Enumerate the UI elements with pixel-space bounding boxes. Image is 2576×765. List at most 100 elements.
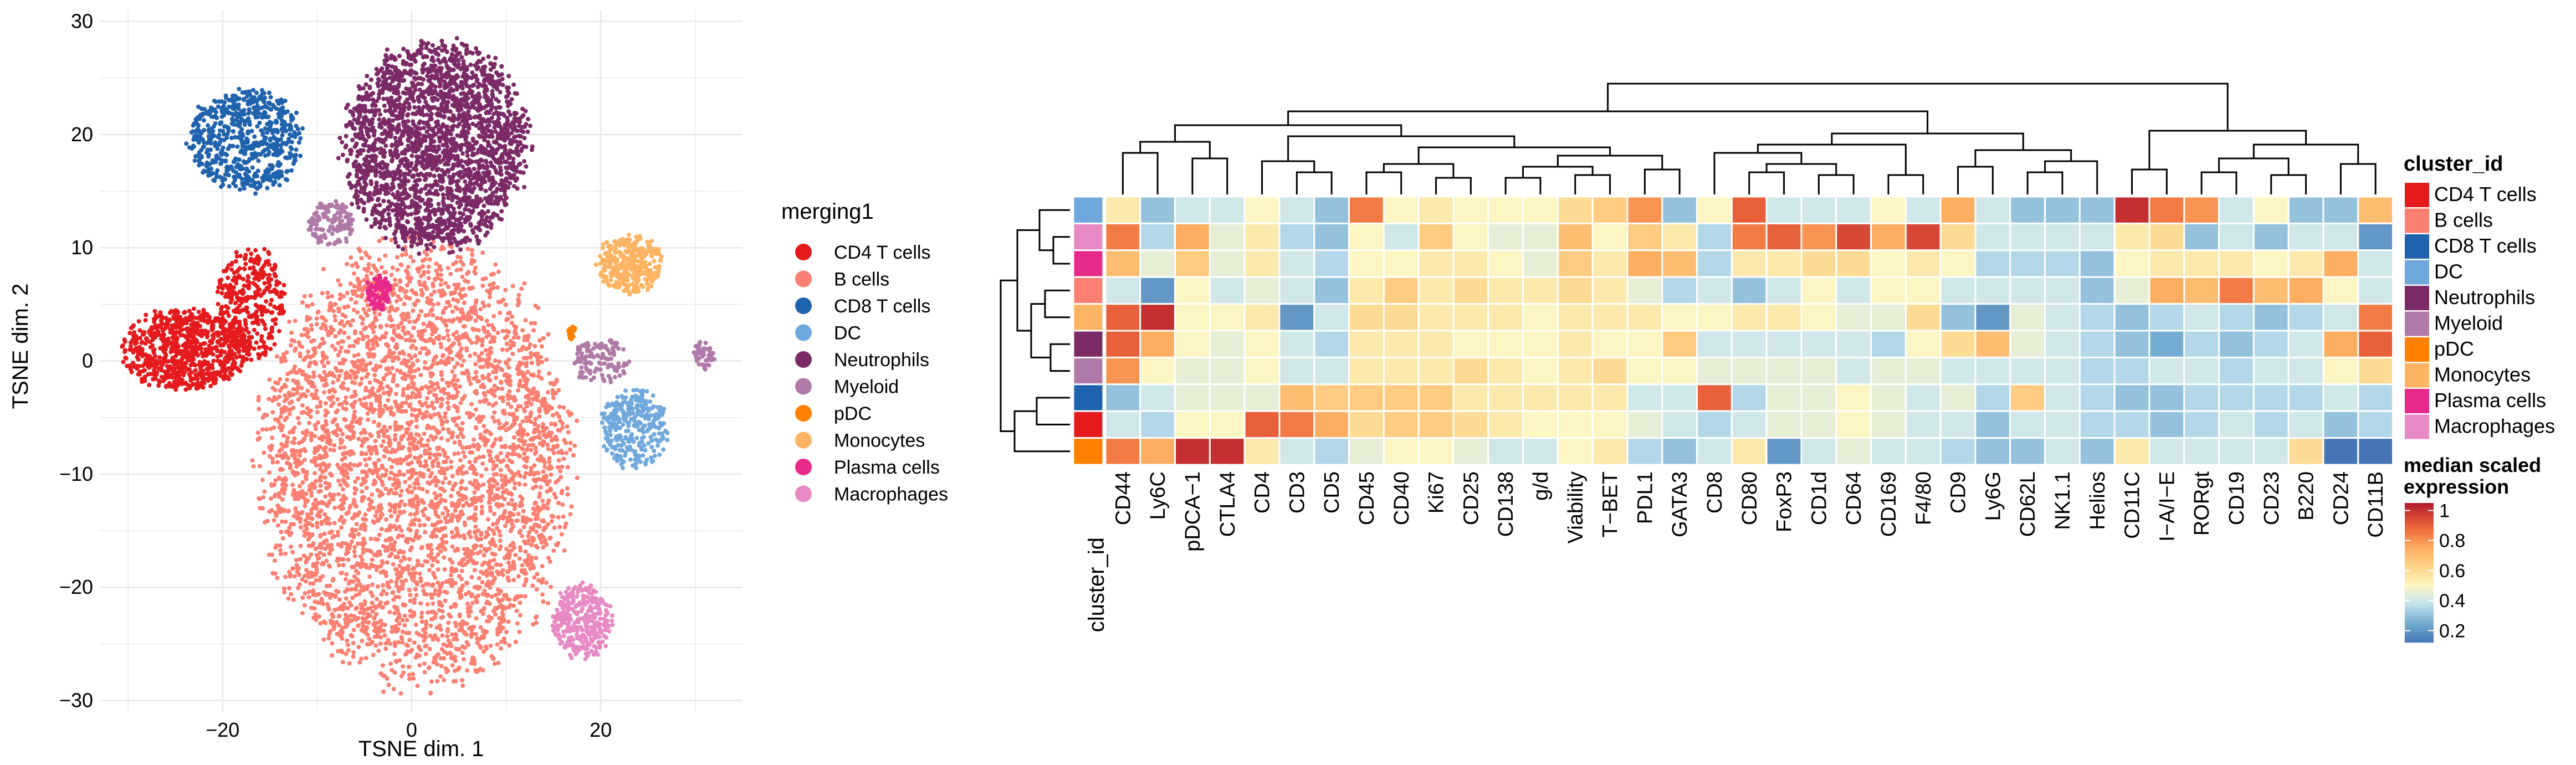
tsne-point: [433, 509, 438, 514]
tsne-point: [349, 297, 354, 302]
tsne-point: [464, 581, 469, 585]
tsne-point: [412, 408, 417, 412]
tsne-point: [457, 342, 462, 347]
tsne-point: [546, 522, 551, 527]
tsne-point: [462, 394, 467, 398]
tsne-point: [408, 528, 413, 533]
tsne-point: [378, 490, 383, 495]
tsne-point: [423, 338, 428, 343]
tsne-point: [432, 289, 437, 294]
tsne-point: [349, 394, 354, 399]
tsne-point: [284, 415, 289, 420]
tsne-point: [434, 150, 439, 155]
tsne-point: [507, 412, 512, 417]
tsne-point: [301, 410, 306, 414]
tsne-point: [350, 529, 355, 534]
tsne-point: [388, 661, 393, 666]
tsne-point: [330, 578, 335, 583]
tsne-point: [372, 628, 377, 633]
tsne-point: [556, 501, 561, 505]
tsne-point: [385, 560, 390, 565]
tsne-point: [524, 471, 529, 476]
tsne-point: [417, 279, 422, 284]
tsne-point: [467, 374, 472, 379]
tsne-point: [557, 414, 562, 419]
tsne-point: [302, 294, 307, 299]
tsne-point: [303, 449, 308, 454]
tsne-point: [471, 437, 476, 442]
tsne-point: [338, 283, 343, 287]
tsne-point: [407, 319, 412, 324]
tsne-point: [337, 557, 342, 561]
tsne-point: [449, 343, 454, 348]
tsne-point: [407, 353, 412, 358]
tsne-point: [388, 56, 393, 61]
tsne-point: [361, 624, 366, 629]
tsne-point: [429, 595, 434, 600]
tsne-point: [414, 424, 419, 429]
tsne-point: [311, 338, 316, 343]
tsne-point: [321, 637, 326, 642]
tsne-point: [442, 650, 447, 655]
tsne-point: [416, 317, 421, 322]
tsne-point: [372, 634, 377, 639]
tsne-point: [437, 445, 442, 450]
tsne-point: [437, 265, 442, 270]
tsne-point: [452, 581, 457, 586]
tsne-point: [438, 414, 443, 419]
tsne-point: [379, 265, 384, 270]
tsne-point: [431, 362, 435, 367]
tsne-point: [524, 394, 529, 399]
tsne-point: [376, 430, 381, 435]
tsne-point: [362, 439, 366, 444]
tsne-point: [340, 487, 345, 492]
tsne-point: [351, 307, 356, 312]
tsne-point: [262, 489, 267, 494]
tsne-point: [458, 486, 463, 491]
tsne-point: [407, 557, 412, 562]
tsne-point: [497, 421, 502, 426]
tsne-point: [440, 633, 445, 638]
tsne-point: [314, 479, 319, 484]
tsne-point: [395, 255, 400, 260]
tsne-point: [459, 363, 464, 368]
tsne-point: [336, 623, 341, 628]
tsne-point: [391, 337, 396, 342]
tsne-point: [393, 567, 398, 572]
tsne-point: [462, 547, 467, 552]
tsne-point: [335, 423, 340, 428]
tsne-point: [461, 657, 466, 662]
tsne-point: [461, 358, 466, 363]
tsne-point: [378, 624, 383, 629]
tsne-point: [495, 587, 500, 592]
tsne-point: [363, 430, 368, 435]
tsne-point: [455, 471, 460, 476]
tsne-point: [481, 482, 486, 487]
tsne-point: [467, 626, 472, 631]
tsne-point: [371, 419, 376, 424]
tsne-point: [318, 621, 323, 626]
tsne-point: [293, 319, 298, 324]
tsne-point: [309, 490, 314, 495]
tsne-point: [368, 347, 373, 352]
tsne-point: [404, 537, 409, 542]
tsne-point: [366, 394, 371, 399]
tsne-point: [488, 492, 493, 497]
tsne-point: [418, 274, 423, 279]
tsne-point: [374, 395, 378, 400]
tsne-point: [310, 571, 315, 576]
tsne-point: [445, 392, 450, 396]
tsne-point: [274, 397, 279, 402]
tsne-point: [430, 563, 435, 568]
tsne-point: [457, 614, 462, 619]
tsne-point: [478, 307, 483, 312]
tsne-point: [484, 646, 489, 651]
tsne-point: [402, 509, 407, 514]
tsne-point: [336, 309, 341, 314]
tsne-point: [432, 387, 437, 392]
tsne-point: [411, 363, 416, 368]
tsne-point: [497, 547, 502, 552]
tsne-point: [426, 264, 431, 269]
tsne-point: [517, 481, 521, 486]
tsne-point: [320, 574, 325, 579]
